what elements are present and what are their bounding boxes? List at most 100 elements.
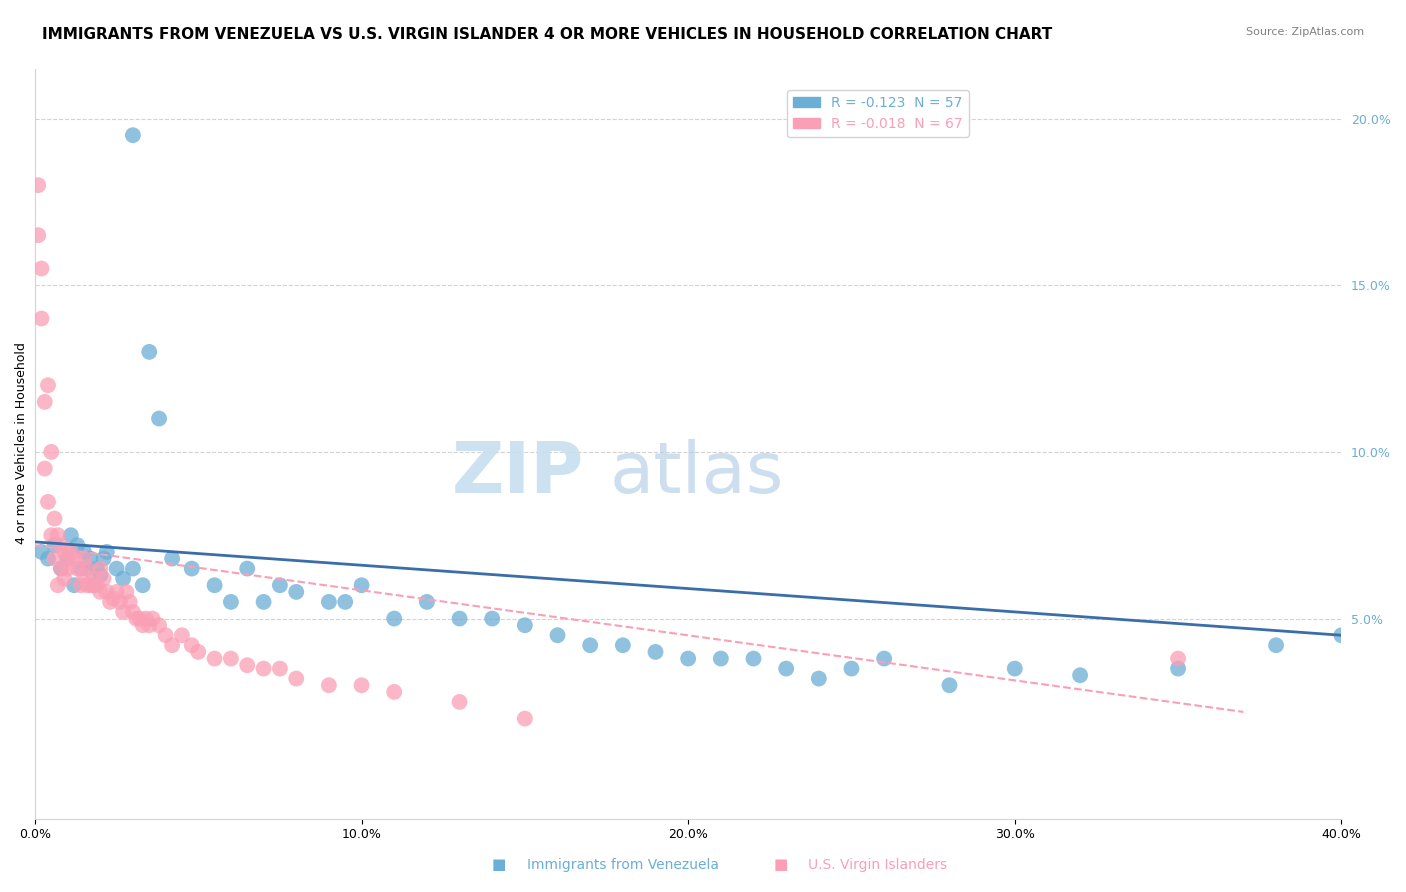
Point [155, 628, 177, 642]
Point [416, 595, 439, 609]
Point [46, 528, 69, 542]
Legend: R = -0.123  N = 57, R = -0.018  N = 67: R = -0.123 N = 57, R = -0.018 N = 67 [787, 90, 969, 136]
Point [1167, 651, 1189, 665]
Point [141, 611, 163, 625]
Point [56, 561, 79, 575]
Point [93, 572, 115, 586]
Point [132, 578, 155, 592]
Point [170, 628, 193, 642]
Point [236, 561, 259, 575]
Point [115, 585, 138, 599]
Point [44, 538, 66, 552]
Point [93, 551, 115, 566]
Point [138, 618, 160, 632]
Point [49, 561, 72, 575]
Point [49, 561, 72, 575]
Point [46, 578, 69, 592]
Point [83, 572, 105, 586]
Point [59, 545, 82, 559]
Point [710, 651, 733, 665]
Point [105, 561, 128, 575]
Point [382, 685, 405, 699]
Point [96, 545, 118, 559]
Point [676, 651, 699, 665]
Point [56, 551, 79, 566]
Point [76, 578, 98, 592]
Point [118, 595, 141, 609]
Text: Source: ZipAtlas.com: Source: ZipAtlas.com [1246, 27, 1364, 37]
Point [49, 538, 72, 552]
Point [938, 678, 960, 692]
Point [44, 511, 66, 525]
Point [579, 638, 602, 652]
Point [86, 578, 108, 592]
Text: ZIP: ZIP [451, 439, 583, 508]
Text: atlas: atlas [610, 439, 785, 508]
Point [481, 611, 503, 625]
Point [135, 611, 157, 625]
Point [252, 595, 274, 609]
Point [30, 261, 52, 276]
Point [98, 595, 121, 609]
Point [807, 672, 830, 686]
Y-axis label: 4 or more Vehicles in Household: 4 or more Vehicles in Household [15, 343, 28, 544]
Point [449, 611, 471, 625]
Point [219, 651, 242, 665]
Point [612, 638, 634, 652]
Point [219, 595, 242, 609]
Point [89, 561, 111, 575]
Point [1069, 668, 1091, 682]
Point [160, 638, 183, 652]
Point [34, 395, 56, 409]
Point [285, 672, 308, 686]
Point [841, 662, 863, 676]
Point [30, 311, 52, 326]
Point [73, 551, 96, 566]
Text: ■: ■ [492, 857, 506, 872]
Point [128, 611, 150, 625]
Point [79, 578, 101, 592]
Point [132, 618, 155, 632]
Point [103, 591, 125, 606]
Point [236, 658, 259, 673]
Point [112, 572, 135, 586]
Point [382, 611, 405, 625]
Point [69, 561, 91, 575]
Point [148, 411, 170, 425]
Point [513, 712, 536, 726]
Text: IMMIGRANTS FROM VENEZUELA VS U.S. VIRGIN ISLANDER 4 OR MORE VEHICLES IN HOUSEHOL: IMMIGRANTS FROM VENEZUELA VS U.S. VIRGIN… [42, 27, 1053, 42]
Point [204, 578, 226, 592]
Point [89, 568, 111, 582]
Point [53, 545, 76, 559]
Point [53, 572, 76, 586]
Point [69, 578, 91, 592]
Point [775, 662, 797, 676]
Point [187, 645, 209, 659]
Point [76, 561, 98, 575]
Point [30, 545, 52, 559]
Point [269, 578, 291, 592]
Point [83, 578, 105, 592]
Point [335, 595, 357, 609]
Point [180, 561, 202, 575]
Point [148, 618, 170, 632]
Point [44, 551, 66, 566]
Point [37, 551, 59, 566]
Point [66, 538, 89, 552]
Point [449, 695, 471, 709]
Point [39, 528, 62, 542]
Point [204, 651, 226, 665]
Point [125, 611, 148, 625]
Point [89, 585, 111, 599]
Point [122, 561, 145, 575]
Point [66, 561, 89, 575]
Point [73, 568, 96, 582]
Point [63, 551, 86, 566]
Point [252, 662, 274, 676]
Point [318, 678, 340, 692]
Point [513, 618, 536, 632]
Text: ■: ■ [773, 857, 787, 872]
Point [180, 638, 202, 652]
Point [742, 651, 765, 665]
Point [105, 585, 128, 599]
